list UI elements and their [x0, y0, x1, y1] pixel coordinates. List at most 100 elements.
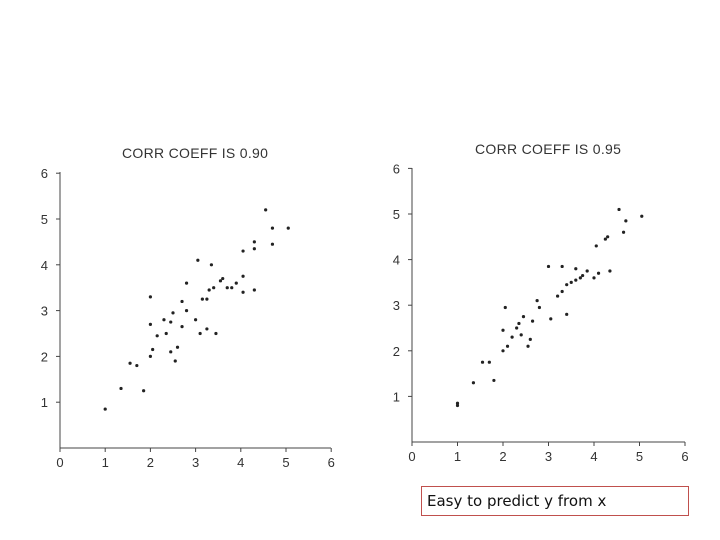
caption-box: Easy to predict y from x: [421, 486, 689, 516]
data-point-left: [205, 297, 209, 301]
data-point-left: [214, 331, 218, 336]
data-point-left: [194, 318, 198, 322]
data-point-right: [537, 305, 542, 310]
y-tick-label-left: 1: [41, 395, 48, 410]
data-point-right: [521, 315, 526, 319]
x-tick-label-right: 2: [499, 449, 506, 464]
data-point-left: [221, 276, 225, 281]
data-point-left: [207, 288, 211, 292]
data-point-right: [581, 273, 585, 278]
data-point-right: [592, 276, 596, 280]
data-point-left: [151, 347, 155, 352]
data-point-left: [169, 350, 173, 354]
data-point-right: [530, 319, 535, 323]
data-point-right: [549, 317, 553, 321]
x-tick-label-left: 6: [328, 455, 335, 470]
data-point-left: [184, 281, 189, 285]
data-point-right: [574, 278, 578, 282]
data-point-left: [180, 325, 184, 329]
y-tick-label-right: 6: [393, 161, 400, 176]
x-tick-label-left: 1: [102, 455, 109, 470]
data-point-right: [569, 280, 573, 284]
data-point-left: [196, 258, 200, 262]
data-point-left: [180, 299, 184, 304]
data-point-left: [241, 274, 245, 278]
data-point-right: [471, 381, 476, 385]
data-point-left: [148, 295, 152, 299]
data-point-left: [103, 407, 107, 411]
data-point-right: [574, 267, 578, 271]
data-point-left: [225, 286, 229, 290]
data-point-right: [505, 344, 510, 348]
data-point-right: [565, 312, 569, 316]
data-point-left: [209, 263, 214, 267]
data-point-left: [119, 386, 123, 391]
x-tick-label-right: 3: [545, 449, 552, 464]
data-point-right: [515, 326, 519, 330]
data-point-right: [596, 271, 601, 275]
y-tick-label-left: 6: [41, 166, 48, 181]
y-tick-label-left: 3: [41, 304, 48, 319]
data-point-left: [135, 363, 139, 368]
data-point-right: [503, 305, 507, 310]
data-point-right: [556, 294, 560, 298]
x-tick-label-right: 1: [454, 449, 461, 464]
data-point-right: [492, 378, 496, 383]
data-point-left: [241, 290, 245, 294]
data-point-left: [205, 327, 209, 331]
data-point-right: [617, 207, 621, 212]
data-point-left: [171, 311, 175, 315]
data-point-right: [546, 264, 551, 269]
x-tick-label-left: 2: [147, 455, 154, 470]
data-point-right: [526, 344, 530, 348]
data-point-left: [234, 281, 238, 285]
data-point-right: [640, 214, 644, 218]
x-tick-label-left: 5: [282, 455, 289, 470]
data-point-right: [565, 283, 569, 287]
y-tick-label-left: 4: [41, 258, 48, 273]
data-point-left: [162, 318, 166, 322]
y-tick-label-right: 5: [393, 207, 400, 222]
data-point-left: [184, 309, 189, 313]
x-tick-label-left: 4: [237, 455, 244, 470]
data-point-left: [264, 208, 268, 212]
data-point-left: [286, 226, 290, 230]
data-point-left: [173, 359, 177, 363]
data-point-right: [455, 403, 460, 408]
data-point-left: [252, 240, 256, 244]
data-point-left: [198, 331, 202, 336]
data-point-right: [578, 276, 582, 280]
data-point-right: [480, 360, 485, 364]
data-point-right: [528, 337, 532, 341]
y-tick-label-right: 2: [393, 344, 400, 359]
data-point-right: [501, 328, 505, 332]
data-point-right: [510, 335, 514, 339]
data-point-left: [241, 249, 245, 253]
y-tick-label-right: 4: [393, 253, 400, 268]
data-point-right: [455, 401, 460, 405]
data-point-right: [560, 289, 564, 294]
data-point-right: [594, 244, 598, 248]
data-point-right: [501, 349, 505, 353]
x-tick-label-left: 3: [192, 455, 199, 470]
data-point-right: [517, 321, 521, 326]
data-point-left: [148, 354, 152, 358]
data-point-left: [169, 320, 173, 324]
data-point-left: [212, 286, 216, 290]
data-point-right: [487, 360, 491, 364]
data-point-right: [560, 264, 564, 269]
data-point-left: [155, 334, 159, 338]
data-point-left: [148, 322, 152, 326]
y-tick-label-left: 5: [41, 212, 48, 227]
x-tick-label-left: 0: [56, 455, 63, 470]
x-tick-label-right: 4: [590, 449, 597, 464]
data-point-left: [252, 288, 256, 292]
data-point-left: [270, 226, 275, 230]
data-point-left: [200, 297, 204, 301]
data-point-left: [218, 279, 223, 283]
x-tick-label-right: 6: [681, 449, 688, 464]
x-tick-label-right: 0: [408, 449, 415, 464]
